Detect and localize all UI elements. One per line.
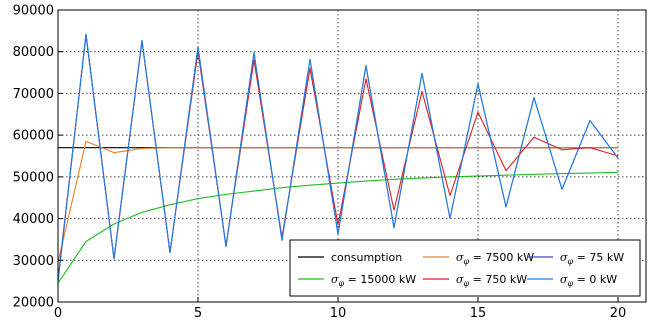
legend-label: σφ = 75 kW [560, 251, 624, 266]
legend-symbol: σ [331, 273, 339, 286]
legend-label: σφ = 15000 kW [331, 273, 416, 288]
legend-box [289, 239, 641, 297]
legend-text: = 75 kW [573, 251, 624, 264]
legend-text: = 0 kW [573, 273, 617, 286]
y-tick-label: 80000 [13, 45, 54, 60]
legend-symbol: σ [560, 251, 568, 264]
series-group [57, 33, 619, 284]
legend-label: σφ = 7500 kW [456, 251, 534, 266]
y-tick-label: 20000 [13, 296, 54, 311]
y-tick-label: 60000 [13, 129, 54, 144]
legend-text: consumption [331, 251, 402, 264]
x-tick-label: 15 [470, 306, 487, 320]
legend-label: consumption [331, 251, 402, 264]
legend-text: = 7500 kW [469, 251, 534, 264]
legend-subscript: φ [464, 279, 470, 288]
y-tick-label: 90000 [13, 4, 54, 19]
series-line-1 [57, 171, 619, 284]
legend-subscript: φ [568, 257, 574, 266]
tick-group: 0 5 10 15 20 20000 30000 40000 50000 60000 70000 80… [13, 4, 627, 320]
legend-label: σφ = 0 kW [560, 273, 617, 288]
y-tick-label: 70000 [13, 87, 54, 102]
series-line-5 [57, 33, 619, 282]
x-tick-label: 10 [330, 306, 347, 320]
x-tick-label: 0 [54, 306, 62, 320]
legend-symbol: σ [456, 251, 464, 264]
legend-text: = 15000 kW [344, 273, 416, 286]
y-tick-label: 40000 [13, 212, 54, 227]
y-tick-label: 50000 [13, 170, 54, 185]
legend-symbol: σ [456, 273, 464, 286]
x-tick-label: 5 [194, 306, 202, 320]
plot-frame [57, 9, 647, 303]
legend-symbol: σ [560, 273, 568, 286]
legend-subscript: φ [568, 279, 574, 288]
y-tick-label: 30000 [13, 254, 54, 269]
legend-subscript: φ [464, 257, 470, 266]
legend-label: σφ = 750 kW [456, 273, 527, 288]
legend-subscript: φ [339, 279, 345, 288]
x-tick-label: 20 [610, 306, 627, 320]
legend-text: = 750 kW [469, 273, 527, 286]
